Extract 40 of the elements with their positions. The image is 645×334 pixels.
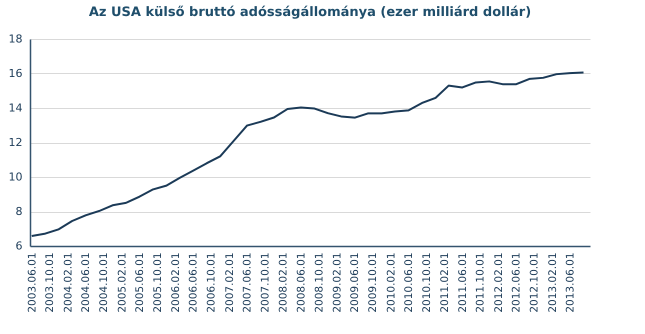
line-series xyxy=(30,71,585,237)
x-tick-label: 2012.02.01 xyxy=(492,252,505,313)
x-tick-label: 2012.06.01 xyxy=(510,252,523,313)
y-tick-label: 18 xyxy=(8,32,22,46)
x-tick-label: 2006.02.01 xyxy=(170,252,182,313)
y-tick-label: 10 xyxy=(8,170,22,184)
x-tick-label: 2003.06.01 xyxy=(26,252,38,313)
x-tick-label: 2005.02.01 xyxy=(116,252,128,313)
y-tick-label: 6 xyxy=(16,240,22,252)
x-tick-label: 2013.06.01 xyxy=(564,252,576,313)
x-tick-label: 2007.10.01 xyxy=(259,252,272,313)
x-tick-label: 2013.02.01 xyxy=(546,252,559,313)
x-tick-label: 2003.10.01 xyxy=(44,252,56,313)
x-tick-label: 2005.06.01 xyxy=(134,252,146,313)
y-tick-label: 14 xyxy=(8,102,22,114)
x-tick-label: 2007.06.01 xyxy=(242,252,254,313)
x-tick-label: 2011.06.01 xyxy=(456,252,469,313)
x-tick-label: 2004.10.01 xyxy=(98,252,110,313)
x-tick-label: 2006.06.01 xyxy=(188,252,200,313)
x-tick-label: 2009.10.01 xyxy=(367,252,380,313)
y-tick-label: 16 xyxy=(8,67,22,80)
x-tick-label: 2010.10.01 xyxy=(420,252,433,313)
y-tick-label: 8 xyxy=(16,205,22,218)
x-tick-label: 2008.10.01 xyxy=(313,252,326,313)
x-tick-label: 2009.02.01 xyxy=(332,252,344,313)
x-tick-label: 2012.10.01 xyxy=(528,252,541,313)
x-tick-label: 2005.10.01 xyxy=(152,252,164,313)
x-tick-label: 2006.10.01 xyxy=(206,252,218,313)
x-tick-label: 2004.06.01 xyxy=(80,252,92,313)
y-tick-label: 12 xyxy=(8,136,22,149)
x-tick-label: 2004.02.01 xyxy=(62,252,74,313)
x-tick-label: 2010.06.01 xyxy=(402,252,415,313)
chart-title: Az USA külső bruttó adósságállománya (ezer milliárd dollár) xyxy=(88,5,532,20)
x-tick-label: 2011.02.01 xyxy=(439,252,452,313)
x-tick-label: 2010.02.01 xyxy=(385,252,398,313)
x-tick-label: 2009.06.01 xyxy=(349,252,362,313)
x-tick-label: 2008.02.01 xyxy=(278,252,290,313)
x-tick-label: 2008.06.01 xyxy=(295,252,308,313)
x-tick-label: 2011.10.01 xyxy=(474,252,487,313)
x-tick-label: 2007.02.01 xyxy=(224,252,236,313)
